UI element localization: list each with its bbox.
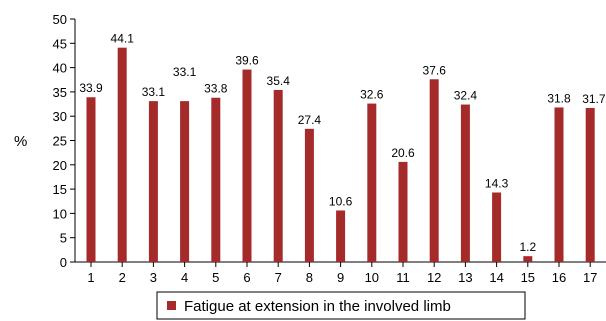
bar <box>492 192 502 262</box>
bar <box>429 79 439 262</box>
bar <box>523 256 533 262</box>
data-label: 33.9 <box>79 81 103 95</box>
bar <box>336 210 346 262</box>
x-tick-label: 16 <box>552 270 566 285</box>
bar <box>211 97 221 263</box>
x-tick-label: 17 <box>583 270 597 285</box>
y-tick-label: 10 <box>53 206 67 221</box>
bar <box>86 97 96 262</box>
data-label: 33.1 <box>173 65 197 79</box>
data-label: 31.8 <box>547 91 571 105</box>
y-tick-label: 0 <box>60 255 67 270</box>
bar <box>367 103 377 263</box>
bar <box>460 104 470 262</box>
x-tick-label: 1 <box>87 270 94 285</box>
data-label: 39.6 <box>235 54 259 68</box>
data-label: 32.6 <box>360 88 384 102</box>
bar <box>242 69 252 262</box>
bar <box>585 107 595 262</box>
data-label: 44.1 <box>111 32 135 46</box>
data-label: 32.4 <box>454 89 478 103</box>
data-label: 14.3 <box>485 177 509 191</box>
y-tick-label: 25 <box>53 134 67 149</box>
bar <box>180 101 190 262</box>
data-label: 33.8 <box>204 82 228 96</box>
y-tick-label: 15 <box>53 182 67 197</box>
x-tick-label: 10 <box>365 270 379 285</box>
x-tick-label: 2 <box>119 270 126 285</box>
bar <box>554 107 564 263</box>
y-tick-label: 45 <box>53 36 67 51</box>
y-tick-label: 40 <box>53 61 67 76</box>
x-tick-label: 9 <box>337 270 344 285</box>
bar <box>148 101 158 262</box>
y-tick-label: 30 <box>53 109 67 124</box>
legend: Fatigue at extension in the involved lim… <box>156 291 526 320</box>
bar <box>304 128 314 262</box>
y-ticks: 0 5 10 15 20 25 30 35 40 45 50 <box>53 12 75 270</box>
data-label: 10.6 <box>329 194 353 208</box>
data-label: 33.1 <box>142 85 166 99</box>
y-tick-label: 5 <box>60 231 67 246</box>
x-tick-label: 12 <box>427 270 441 285</box>
data-label: 27.4 <box>298 113 322 127</box>
x-tick-label: 4 <box>181 270 188 285</box>
legend-box <box>156 291 526 320</box>
data-label: 31.7 <box>582 92 606 106</box>
y-axis-label: % <box>14 133 27 150</box>
data-label: 20.6 <box>391 146 415 160</box>
y-tick-label: 20 <box>53 158 67 173</box>
data-labels: 33.9 44.1 33.1 33.1 33.8 39.6 35.4 27.4 10.6 32.6… <box>79 32 606 254</box>
legend-label: Fatigue at extension in the involved lim… <box>184 298 451 315</box>
x-tick-label: 5 <box>212 270 219 285</box>
x-tick-label: 11 <box>396 270 410 285</box>
bars <box>86 47 595 263</box>
data-label: 35.4 <box>267 74 291 88</box>
x-tick-label: 7 <box>275 270 282 285</box>
legend-swatch <box>167 301 176 310</box>
x-tick-label: 14 <box>489 270 503 285</box>
bar <box>117 47 127 263</box>
bar <box>398 161 408 262</box>
x-tick-label: 8 <box>306 270 313 285</box>
data-label: 37.6 <box>423 63 447 77</box>
x-tick-label: 6 <box>243 270 250 285</box>
x-tick-label: 15 <box>521 270 535 285</box>
y-tick-label: 50 <box>53 12 67 27</box>
x-ticks: 1 2 3 4 5 6 7 8 9 10 11 12 13 14 15 16 17 <box>87 262 597 285</box>
x-tick-label: 3 <box>150 270 157 285</box>
bar <box>273 89 283 263</box>
data-label: 1.2 <box>519 240 536 254</box>
y-tick-label: 35 <box>53 85 67 100</box>
x-tick-label: 13 <box>458 270 472 285</box>
